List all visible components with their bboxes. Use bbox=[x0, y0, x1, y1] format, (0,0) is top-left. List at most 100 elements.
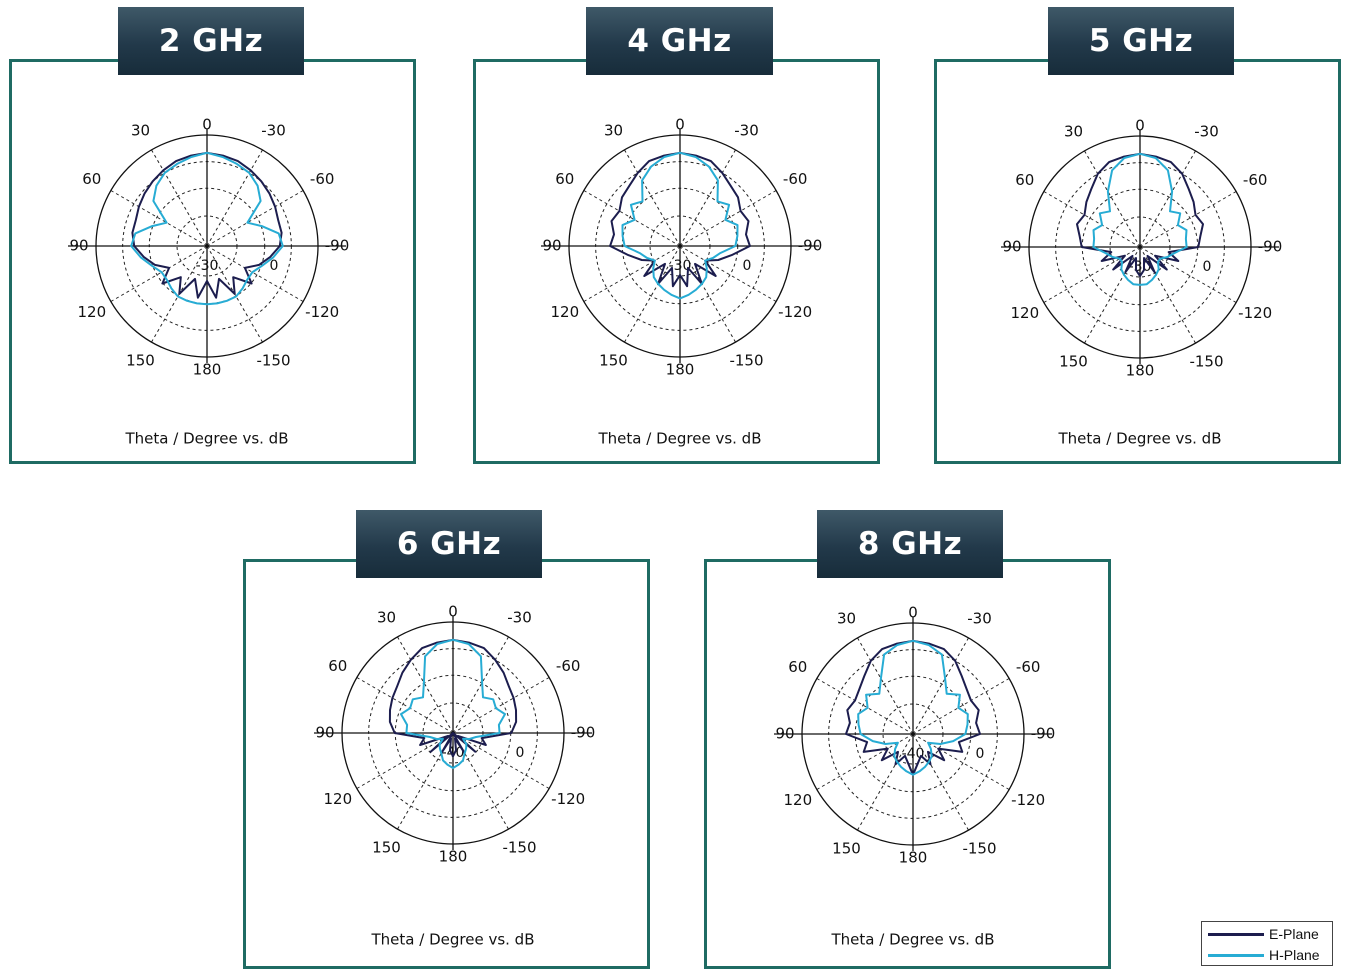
legend-label-h-plane: H-Plane bbox=[1269, 947, 1320, 963]
series-line-e-plane bbox=[131, 151, 283, 299]
grid-spoke bbox=[110, 190, 208, 247]
angle-label: -150 bbox=[256, 352, 290, 370]
series-line-e-plane bbox=[609, 151, 751, 288]
angle-label: 60 bbox=[555, 170, 574, 188]
angle-label: 150 bbox=[832, 840, 861, 858]
radial-label-center: -40 bbox=[442, 745, 465, 761]
title-tab-4ghz: 4 GHz bbox=[586, 7, 773, 75]
radial-label-center: -30 bbox=[1129, 259, 1152, 275]
grid-spoke bbox=[1084, 150, 1141, 248]
grid-spoke bbox=[206, 149, 263, 247]
angle-label: 180 bbox=[193, 361, 222, 379]
axis-caption: Theta / Degree vs. dB bbox=[371, 931, 535, 949]
angle-label: 90 bbox=[775, 725, 794, 743]
series-line-h-plane bbox=[400, 638, 506, 769]
outer-ring bbox=[95, 134, 319, 358]
radial-label-center: -40 bbox=[902, 746, 925, 762]
outer-ring bbox=[1028, 135, 1252, 359]
angle-label: -150 bbox=[729, 352, 763, 370]
grid-spoke bbox=[679, 245, 736, 343]
angle-label: 0 bbox=[908, 604, 918, 622]
pattern-panel-5ghz bbox=[934, 59, 1341, 464]
angle-label: 180 bbox=[899, 849, 928, 867]
angle-label: -30 bbox=[1194, 122, 1219, 140]
angle-label: 0 bbox=[675, 116, 685, 134]
radial-label-outer: 0 bbox=[516, 745, 525, 761]
legend: E-Plane H-Plane bbox=[1201, 921, 1333, 966]
angle-label: 30 bbox=[377, 608, 396, 626]
grid-spoke bbox=[356, 732, 454, 789]
angle-label: 180 bbox=[666, 361, 695, 379]
angle-label: -60 bbox=[783, 170, 808, 188]
legend-line-e-plane bbox=[1208, 932, 1264, 936]
legend-line-h-plane bbox=[1208, 953, 1264, 957]
angle-label: 120 bbox=[323, 790, 352, 808]
angle-label: 90 bbox=[69, 237, 88, 255]
angle-label: -90 bbox=[1031, 725, 1056, 743]
grid-spoke bbox=[679, 149, 736, 247]
title-tab-5ghz: 5 GHz bbox=[1048, 7, 1234, 75]
grid-spoke bbox=[356, 677, 454, 734]
angle-label: 60 bbox=[1015, 171, 1034, 189]
angle-label: -90 bbox=[798, 237, 823, 255]
legend-label-e-plane: E-Plane bbox=[1269, 926, 1319, 942]
angle-label: 0 bbox=[1135, 117, 1145, 135]
grid-spoke bbox=[397, 636, 454, 734]
angle-label: -30 bbox=[261, 121, 286, 139]
grid-spoke bbox=[452, 677, 550, 734]
outer-ring bbox=[568, 134, 792, 358]
legend-item-e-plane: E-Plane bbox=[1202, 924, 1319, 944]
series-line-h-plane bbox=[857, 639, 969, 776]
angle-label: 120 bbox=[77, 303, 106, 321]
angle-label: 120 bbox=[550, 303, 579, 321]
grid-spoke bbox=[452, 636, 509, 734]
series-line-e-plane bbox=[388, 638, 518, 758]
series-line-h-plane bbox=[1092, 152, 1188, 286]
angle-label: 60 bbox=[82, 170, 101, 188]
angle-label: -150 bbox=[962, 840, 996, 858]
legend-item-h-plane: H-Plane bbox=[1202, 945, 1320, 965]
pattern-panel-2ghz bbox=[9, 59, 416, 464]
radial-label-outer: 0 bbox=[976, 746, 985, 762]
radial-label-center: -30 bbox=[196, 258, 219, 274]
angle-label: 150 bbox=[1059, 353, 1088, 371]
grid-spoke bbox=[583, 190, 681, 247]
grid-spoke bbox=[452, 732, 550, 789]
grid-spoke bbox=[912, 637, 969, 735]
axis-caption: Theta / Degree vs. dB bbox=[831, 931, 995, 949]
angle-label: 120 bbox=[1010, 304, 1039, 322]
grid-spoke bbox=[583, 245, 681, 302]
angle-label: 30 bbox=[131, 121, 150, 139]
title-tab-2ghz: 2 GHz bbox=[118, 7, 304, 75]
radial-label-outer: 0 bbox=[1203, 259, 1212, 275]
grid-spoke bbox=[624, 245, 681, 343]
grid-spoke bbox=[151, 149, 208, 247]
outer-ring bbox=[801, 622, 1025, 846]
angle-label: 120 bbox=[783, 791, 812, 809]
grid-spoke bbox=[1043, 191, 1141, 248]
angle-label: -60 bbox=[556, 657, 581, 675]
angle-label: -90 bbox=[325, 237, 350, 255]
angle-label: -60 bbox=[1243, 171, 1268, 189]
radial-label-center: -30 bbox=[669, 258, 692, 274]
grid-spoke bbox=[206, 190, 304, 247]
series-line-e-plane bbox=[1076, 152, 1204, 278]
angle-label: 180 bbox=[439, 848, 468, 866]
title-tab-6ghz: 6 GHz bbox=[356, 510, 542, 578]
angle-label: -150 bbox=[502, 839, 536, 857]
outer-ring bbox=[341, 621, 565, 845]
title-tab-8ghz: 8 GHz bbox=[817, 510, 1003, 578]
angle-label: 0 bbox=[448, 603, 458, 621]
angle-label: -120 bbox=[551, 790, 585, 808]
angle-label: -120 bbox=[305, 303, 339, 321]
angle-label: -60 bbox=[310, 170, 335, 188]
angle-label: -120 bbox=[1011, 791, 1045, 809]
axis-caption: Theta / Degree vs. dB bbox=[125, 430, 289, 448]
angle-label: 30 bbox=[604, 121, 623, 139]
grid-spoke bbox=[1139, 150, 1196, 248]
angle-label: -60 bbox=[1016, 658, 1041, 676]
grid-spoke bbox=[206, 245, 304, 302]
angle-label: -30 bbox=[507, 608, 532, 626]
angle-label: 180 bbox=[1126, 362, 1155, 380]
